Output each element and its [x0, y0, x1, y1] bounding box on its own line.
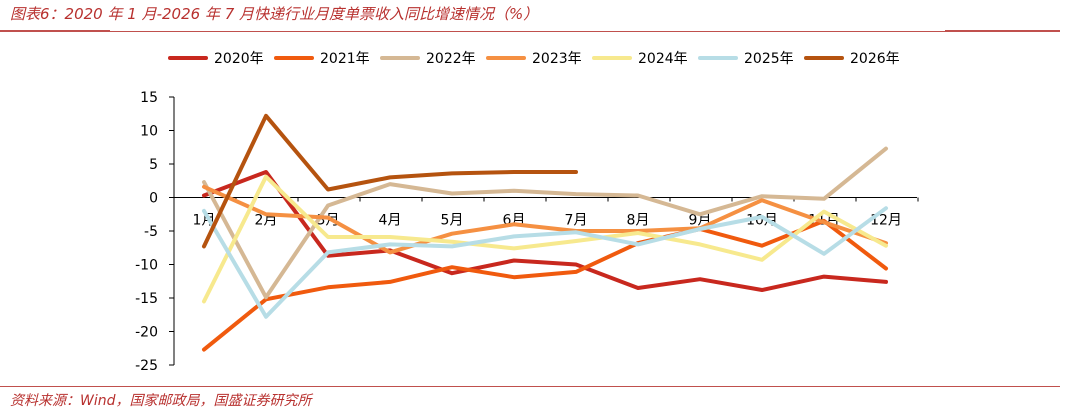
legend-label: 2021年 [320, 51, 370, 67]
legend-label: 2026年 [850, 51, 900, 67]
x-tick-label: 7月 [565, 213, 588, 229]
top-rule-accent-right [945, 30, 1060, 32]
top-rule-accent-left [0, 30, 110, 32]
series-line-3 [202, 146, 888, 300]
y-tick-label: -10 [135, 258, 158, 274]
series-line-5 [202, 174, 888, 304]
legend-label: 2024年 [638, 51, 688, 67]
x-tick-label: 4月 [379, 213, 402, 229]
y-tick-label: -15 [135, 291, 158, 307]
y-tick-label: 10 [140, 124, 158, 140]
y-tick-label: 0 [149, 191, 158, 207]
series-line-2 [202, 218, 888, 352]
legend-label: 2023年 [532, 51, 582, 67]
bottom-rule [0, 386, 1060, 387]
chart-legend: 2020年 2021年 2022年 2023年 2024年 2025年 2026年 [168, 51, 900, 67]
chart-series [202, 113, 888, 352]
y-tick-label: -20 [135, 325, 158, 341]
legend-label: 2025年 [744, 51, 794, 67]
x-tick-label: 8月 [627, 213, 650, 229]
series-line-1 [202, 170, 888, 292]
figure-title: 图表6：2020 年 1 月-2026 年 7 月快递行业月度单票收入同比增速情… [10, 5, 539, 23]
y-tick-label: 5 [149, 157, 158, 173]
legend-label: 2022年 [426, 51, 476, 67]
top-rule [0, 31, 1060, 32]
source-note: 资料来源：Wind，国家邮政局，国盛证券研究所 [10, 393, 312, 409]
y-tick-label: 15 [140, 90, 158, 106]
y-tick-label: -5 [144, 224, 158, 240]
y-axis: 15 10 5 0 -5 -10 -15 -20 -25 [135, 90, 175, 374]
series-line-6 [202, 206, 888, 319]
legend-label: 2020年 [214, 51, 264, 67]
series-line-4 [202, 184, 888, 255]
x-tick-label: 5月 [441, 213, 464, 229]
series-line-7 [202, 113, 578, 249]
y-tick-label: -25 [135, 358, 158, 374]
